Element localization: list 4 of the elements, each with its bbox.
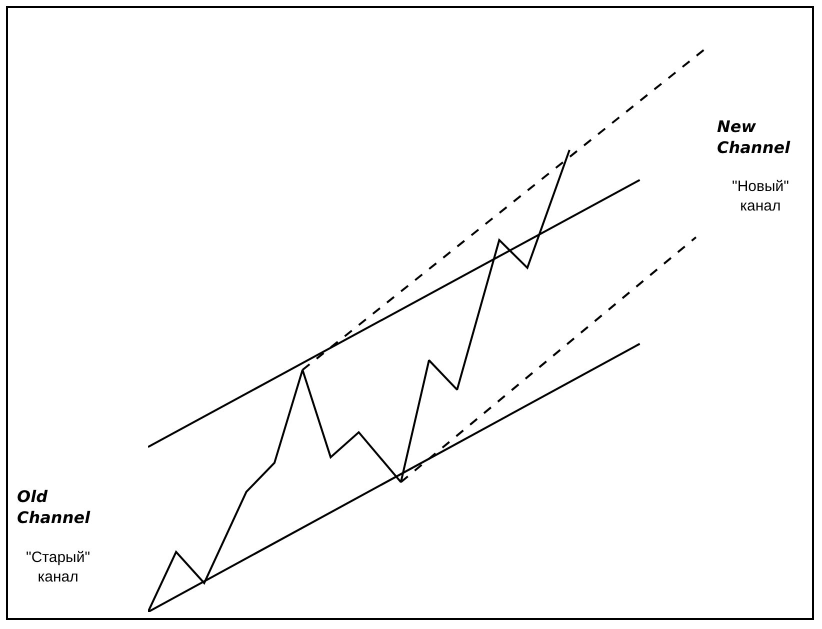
annotation: New Channel — [717, 117, 791, 157]
text: Old Channel — [17, 487, 91, 527]
text: "Старый" канал — [26, 549, 90, 586]
text: "Новый" канал — [732, 178, 789, 214]
